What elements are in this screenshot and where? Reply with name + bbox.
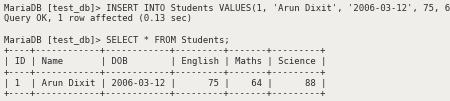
Text: | 1  | Arun Dixit | 2006-03-12 |      75 |    64 |      88 |: | 1 | Arun Dixit | 2006-03-12 | 75 | 64 …: [4, 79, 326, 88]
Text: Query OK, 1 row affected (0.13 sec): Query OK, 1 row affected (0.13 sec): [4, 14, 192, 23]
Text: | ID | Name       | DOB        | English | Maths | Science |: | ID | Name | DOB | English | Maths | Sc…: [4, 57, 326, 66]
Text: +----+------------+------------+---------+-------+---------+: +----+------------+------------+--------…: [4, 46, 326, 55]
Text: +----+------------+------------+---------+-------+---------+: +----+------------+------------+--------…: [4, 89, 326, 98]
Text: +----+------------+------------+---------+-------+---------+: +----+------------+------------+--------…: [4, 68, 326, 77]
Text: MariaDB [test_db]> SELECT * FROM Students;: MariaDB [test_db]> SELECT * FROM Student…: [4, 35, 230, 44]
Text: MariaDB [test_db]> INSERT INTO Students VALUES(1, 'Arun Dixit', '2006-03-12', 75: MariaDB [test_db]> INSERT INTO Students …: [4, 3, 450, 12]
